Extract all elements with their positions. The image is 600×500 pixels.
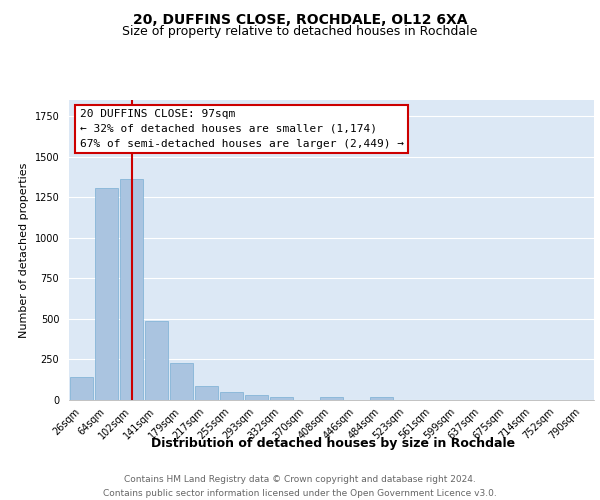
Bar <box>145 320 168 400</box>
Bar <box>220 392 243 400</box>
Bar <box>95 188 118 400</box>
Text: Contains HM Land Registry data © Crown copyright and database right 2024.
Contai: Contains HM Land Registry data © Crown c… <box>103 476 497 498</box>
Bar <box>170 362 193 400</box>
Y-axis label: Number of detached properties: Number of detached properties <box>19 162 29 338</box>
Bar <box>320 397 343 400</box>
Text: 20, DUFFINS CLOSE, ROCHDALE, OL12 6XA: 20, DUFFINS CLOSE, ROCHDALE, OL12 6XA <box>133 12 467 26</box>
Bar <box>245 395 268 400</box>
Text: 20 DUFFINS CLOSE: 97sqm
← 32% of detached houses are smaller (1,174)
67% of semi: 20 DUFFINS CLOSE: 97sqm ← 32% of detache… <box>79 109 404 148</box>
Bar <box>270 397 293 400</box>
Bar <box>120 180 143 400</box>
Bar <box>195 386 218 400</box>
Text: Distribution of detached houses by size in Rochdale: Distribution of detached houses by size … <box>151 438 515 450</box>
Bar <box>370 397 393 400</box>
Text: Size of property relative to detached houses in Rochdale: Size of property relative to detached ho… <box>122 25 478 38</box>
Bar <box>70 378 93 400</box>
